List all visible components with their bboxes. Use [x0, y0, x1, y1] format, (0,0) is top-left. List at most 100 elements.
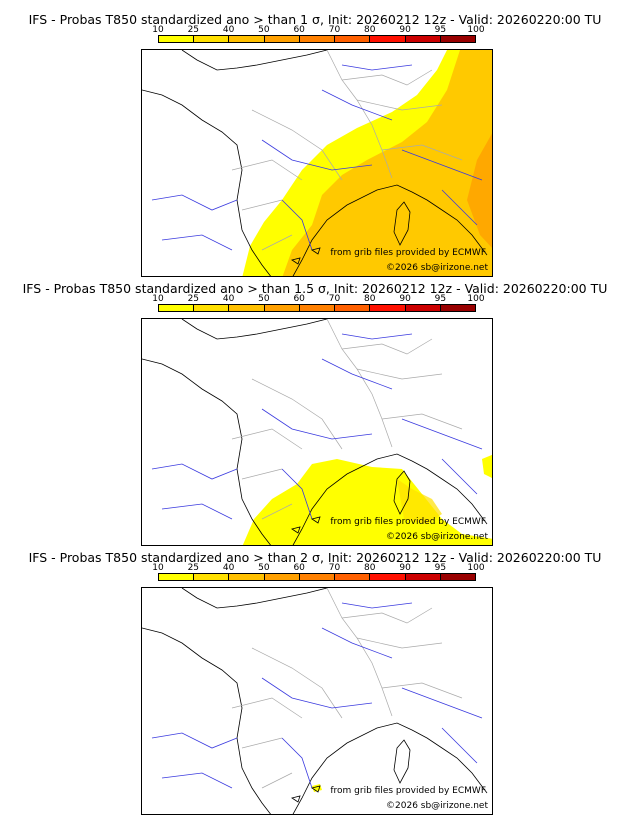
- scale-label: 50: [258, 563, 270, 573]
- scale-label: 95: [434, 563, 447, 573]
- scale-swatch: [335, 36, 371, 42]
- scale-label: 95: [434, 294, 447, 304]
- borders: [231, 50, 463, 251]
- rivers: [151, 333, 483, 520]
- scale-swatch: [159, 574, 195, 580]
- color-scale-bar: [158, 573, 476, 581]
- panel-title: IFS - Probas T850 standardized ano > tha…: [22, 281, 608, 296]
- scale-label: 25: [187, 25, 200, 35]
- coastline: [181, 588, 328, 609]
- corsica-coast: [393, 470, 411, 515]
- forecast-map: from grib files provided by ECMWF ©2026 …: [141, 318, 493, 546]
- scale-swatch: [159, 36, 195, 42]
- coastline: [181, 50, 328, 71]
- rivers: [151, 64, 483, 251]
- scale-swatch: [264, 574, 300, 580]
- scale-swatch: [370, 36, 406, 42]
- islands: [291, 785, 321, 803]
- coastline: [142, 358, 271, 545]
- borders: [231, 588, 463, 789]
- scale-label: 40: [222, 294, 235, 304]
- scale-swatch: [264, 305, 300, 311]
- source-credit: from grib files provided by ECMWF: [330, 248, 486, 258]
- scale-swatch: [299, 36, 336, 42]
- scale-label: 70: [328, 563, 341, 573]
- map-panel-1sigma: IFS - Probas T850 standardized ano > tha…: [0, 0, 630, 277]
- scale-label: 50: [258, 294, 270, 304]
- prob-area-25: [397, 479, 442, 524]
- scale-label: 10: [152, 294, 164, 304]
- prob-area-10-east: [482, 454, 492, 478]
- scale-swatch: [229, 36, 265, 42]
- corsica-coast: [393, 739, 411, 784]
- coastline: [181, 319, 328, 340]
- scale-label: 100: [467, 294, 485, 304]
- corsica-coast: [393, 201, 411, 246]
- map-canvas: [142, 50, 492, 276]
- prob-area-25: [282, 50, 492, 276]
- scale-swatch: [405, 305, 441, 311]
- scale-swatch: [370, 574, 406, 580]
- map-canvas: [142, 319, 492, 545]
- coastline: [142, 89, 271, 276]
- scale-swatch: [194, 574, 230, 580]
- scale-label: 50: [258, 25, 270, 35]
- source-credit: from grib files provided by ECMWF: [330, 786, 486, 796]
- scale-label: 40: [222, 563, 235, 573]
- scale-label: 60: [293, 563, 305, 573]
- coastline: [292, 722, 488, 814]
- scale-swatch: [229, 305, 265, 311]
- scale-swatch: [335, 305, 371, 311]
- copyright-credit: ©2026 sb@irizone.net: [386, 263, 488, 273]
- islands: [291, 516, 321, 534]
- copyright-credit: ©2026 sb@irizone.net: [386, 801, 488, 811]
- color-scale-labels: 10 25 40 50 60 70 80 90 95 100: [152, 563, 484, 573]
- color-scale-bar: [158, 304, 476, 312]
- scale-label: 90: [399, 25, 411, 35]
- scale-label: 10: [152, 563, 164, 573]
- scale-label: 90: [399, 563, 411, 573]
- scale-swatch: [440, 574, 475, 580]
- scale-label: 70: [328, 294, 341, 304]
- color-scale-bar: [158, 35, 476, 43]
- scale-label: 100: [467, 563, 485, 573]
- scale-swatch: [159, 305, 195, 311]
- scale-label: 10: [152, 25, 164, 35]
- scale-swatch: [335, 574, 371, 580]
- scale-label: 70: [328, 25, 341, 35]
- copyright-credit: ©2026 sb@irizone.net: [386, 532, 488, 542]
- borders: [231, 319, 463, 520]
- color-scale-labels: 10 25 40 50 60 70 80 90 95 100: [152, 294, 484, 304]
- scale-label: 60: [293, 294, 305, 304]
- scale-swatch: [405, 574, 441, 580]
- scale-swatch: [370, 305, 406, 311]
- forecast-map: from grib files provided by ECMWF ©2026 …: [141, 49, 493, 277]
- scale-swatch: [440, 305, 475, 311]
- scale-label: 40: [222, 25, 235, 35]
- scale-swatch: [264, 36, 300, 42]
- scale-label: 60: [293, 25, 305, 35]
- map-panel-2sigma: IFS - Probas T850 standardized ano > tha…: [0, 538, 630, 815]
- scale-label: 25: [187, 563, 200, 573]
- scale-swatch: [194, 36, 230, 42]
- coastline: [292, 184, 488, 276]
- coastline: [142, 627, 271, 814]
- panel-title: IFS - Probas T850 standardized ano > tha…: [28, 550, 602, 565]
- scale-label: 90: [399, 294, 411, 304]
- color-scale-labels: 10 25 40 50 60 70 80 90 95 100: [152, 25, 484, 35]
- source-credit: from grib files provided by ECMWF: [330, 517, 486, 527]
- scale-swatch: [405, 36, 441, 42]
- coastline: [292, 453, 488, 545]
- scale-swatch: [299, 574, 336, 580]
- prob-area-40: [467, 133, 492, 248]
- panel-title: IFS - Probas T850 standardized ano > tha…: [28, 12, 602, 27]
- scale-swatch: [299, 305, 336, 311]
- scale-label: 95: [434, 25, 447, 35]
- islands: [291, 247, 321, 265]
- scale-label: 80: [364, 563, 376, 573]
- scale-label: 80: [364, 294, 376, 304]
- scale-label: 25: [187, 294, 200, 304]
- scale-swatch: [229, 574, 265, 580]
- scale-label: 80: [364, 25, 376, 35]
- map-canvas: [142, 588, 488, 814]
